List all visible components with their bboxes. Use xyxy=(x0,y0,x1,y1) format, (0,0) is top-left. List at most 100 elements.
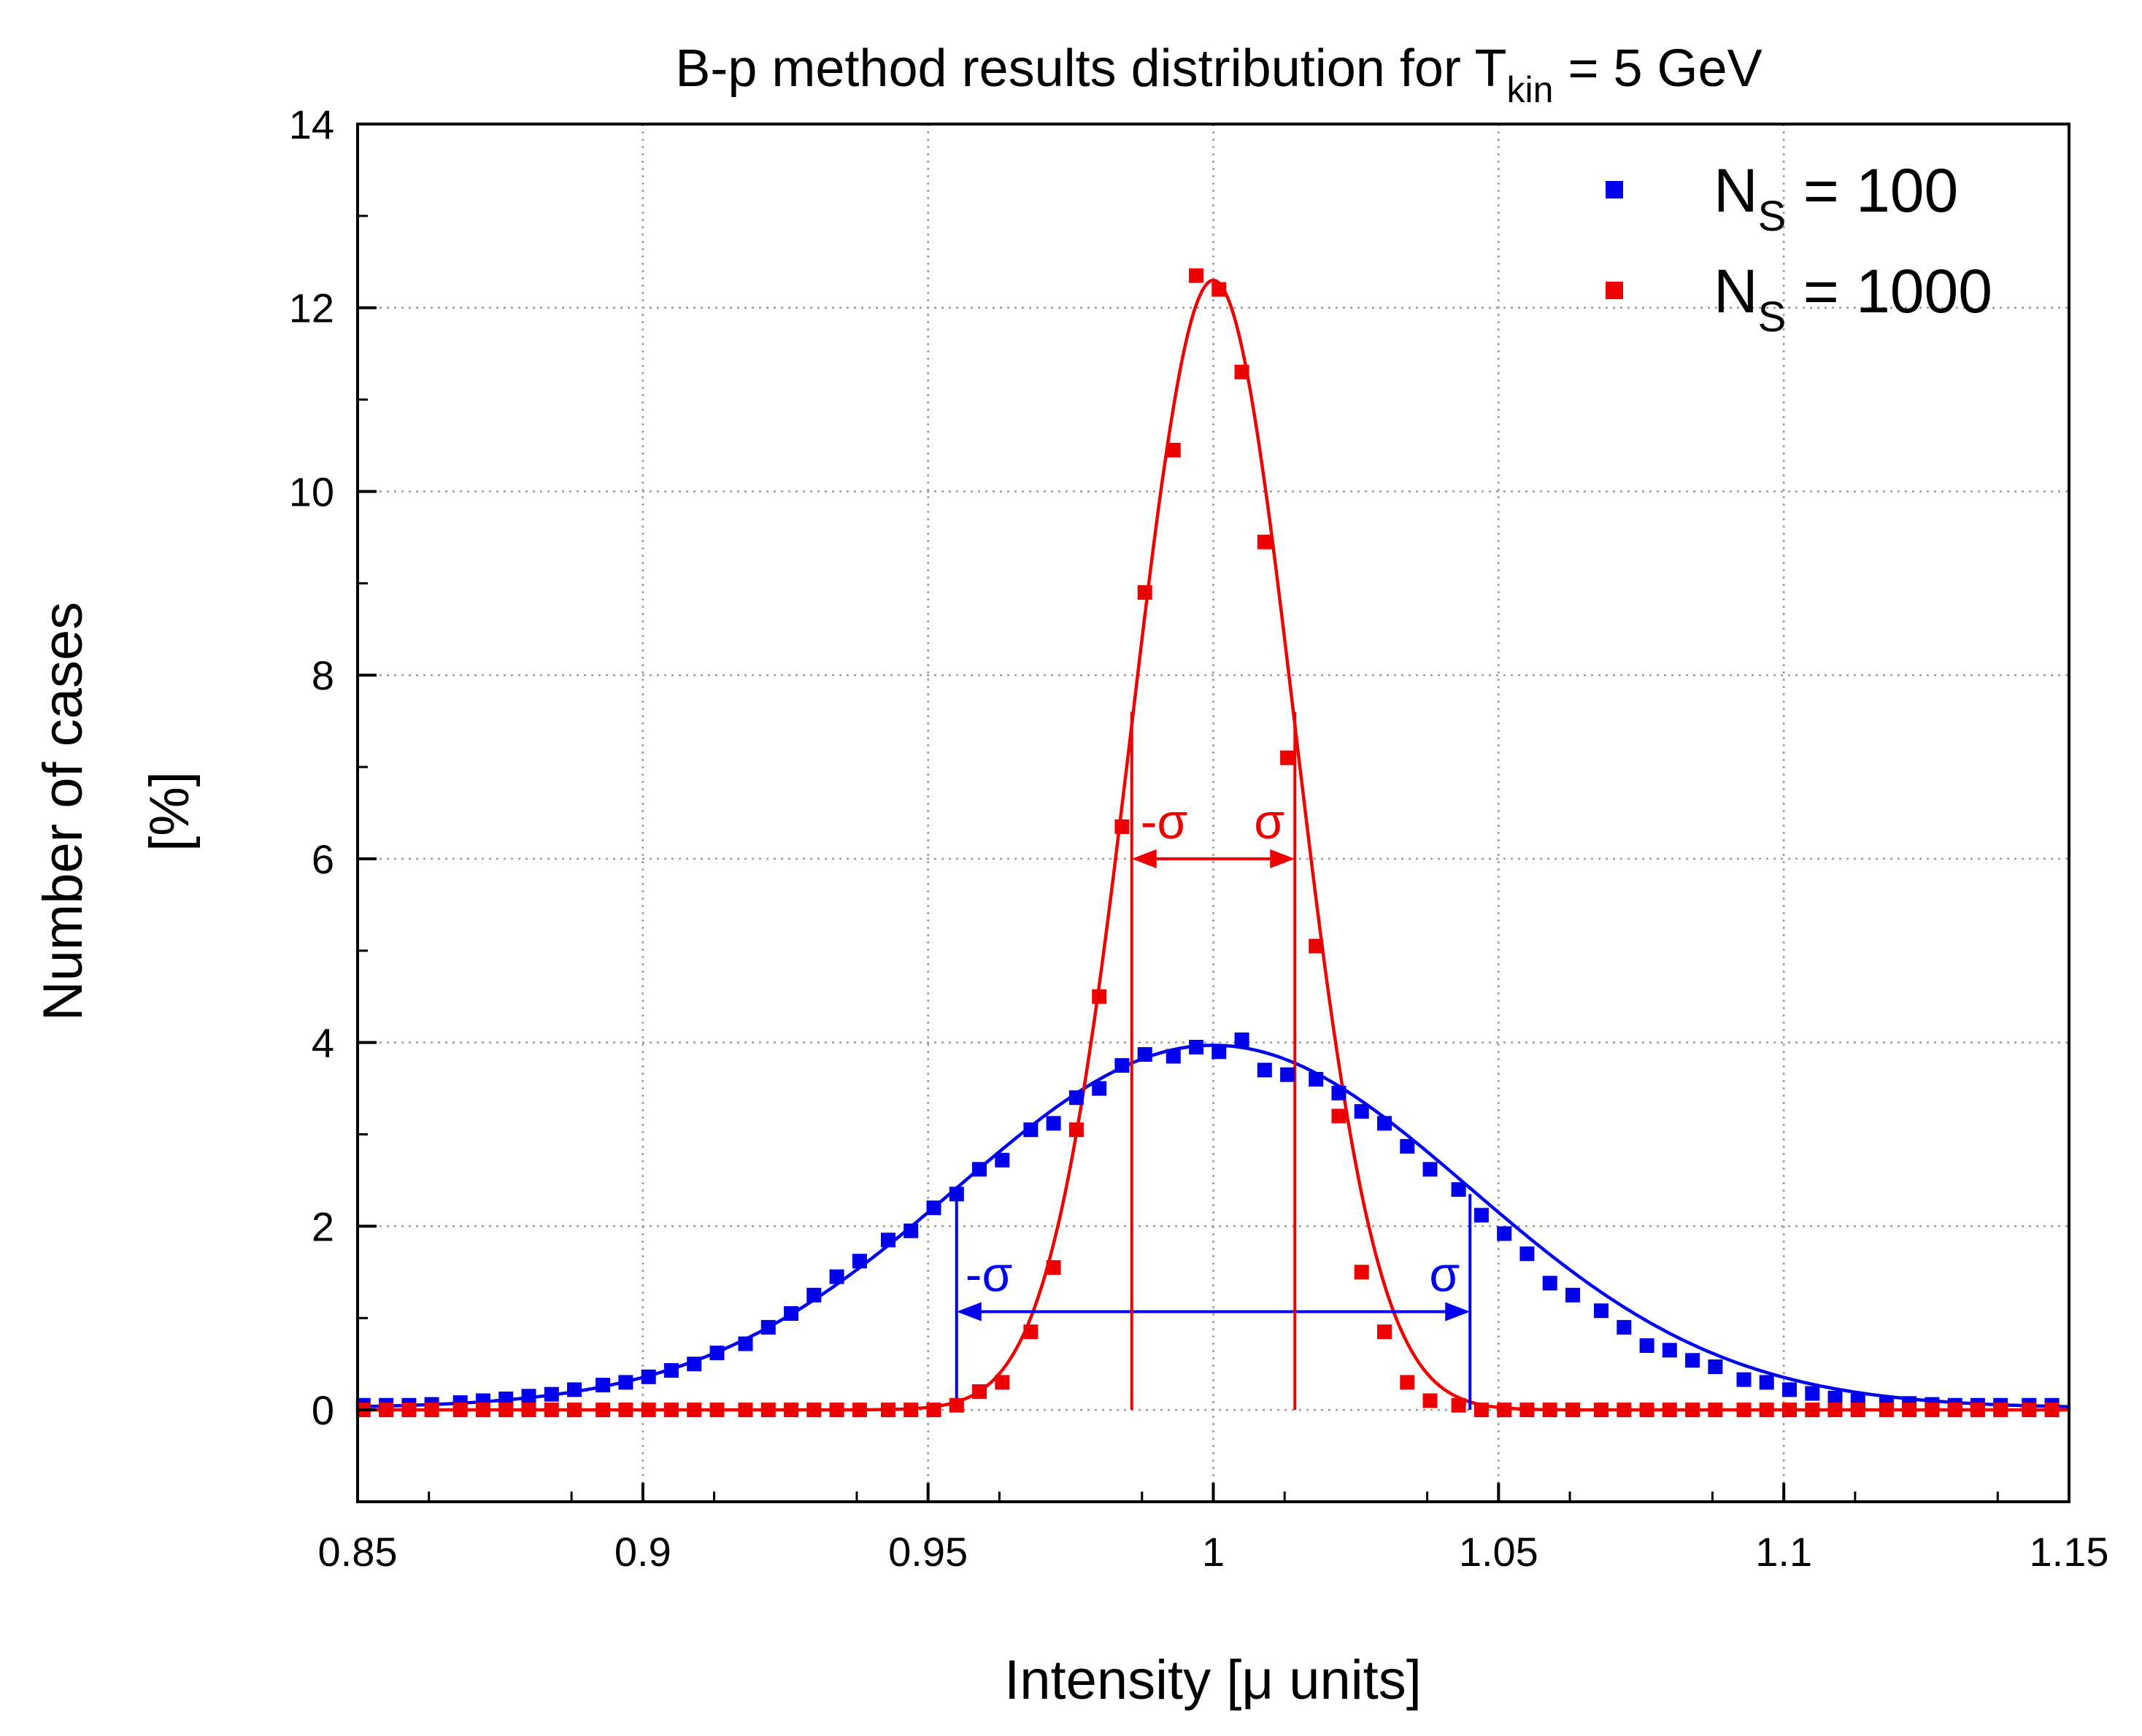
legend-ns100-rest: = 100 xyxy=(1786,156,1958,225)
data-point-series-1 xyxy=(567,1403,582,1418)
data-point-series-1 xyxy=(401,1403,417,1418)
data-point-series-1 xyxy=(1377,1324,1392,1340)
data-point-series-1 xyxy=(904,1403,919,1418)
data-point-series-1 xyxy=(1257,534,1272,549)
sigma-arrowhead-right-series-0 xyxy=(1445,1302,1471,1322)
data-point-series-1 xyxy=(1354,1265,1369,1280)
data-point-series-1 xyxy=(1639,1403,1654,1418)
data-point-series-0 xyxy=(567,1382,582,1397)
data-point-series-0 xyxy=(995,1152,1010,1168)
y-tick-label: 10 xyxy=(289,468,334,514)
data-point-series-1 xyxy=(738,1403,753,1418)
data-point-series-0 xyxy=(738,1336,753,1351)
data-point-series-0 xyxy=(1759,1375,1774,1390)
sigma-arrowhead-right-series-1 xyxy=(1270,849,1295,868)
data-point-series-1 xyxy=(1400,1375,1415,1390)
data-point-series-1 xyxy=(498,1403,514,1418)
data-point-series-1 xyxy=(760,1403,776,1418)
data-point-series-1 xyxy=(1947,1403,1962,1418)
data-point-series-1 xyxy=(926,1403,941,1418)
data-point-series-1 xyxy=(1473,1403,1489,1418)
y-tick-label: 6 xyxy=(312,836,334,882)
data-point-series-1 xyxy=(687,1403,702,1418)
data-point-series-0 xyxy=(663,1363,679,1378)
data-point-series-0 xyxy=(1473,1208,1489,1223)
data-point-series-1 xyxy=(1280,750,1295,765)
legend-marker-ns100 xyxy=(1606,181,1623,198)
data-point-series-0 xyxy=(1211,1044,1227,1060)
data-point-series-1 xyxy=(452,1403,468,1418)
data-point-series-1 xyxy=(1451,1397,1466,1413)
data-point-series-0 xyxy=(1092,1081,1107,1096)
y-tick-label: 12 xyxy=(289,285,334,331)
data-points xyxy=(355,268,2060,1418)
data-point-series-1 xyxy=(1497,1403,1512,1418)
data-point-series-1 xyxy=(972,1384,987,1399)
data-point-series-1 xyxy=(1565,1403,1580,1418)
data-point-series-0 xyxy=(1189,1040,1204,1054)
data-point-series-0 xyxy=(1542,1276,1557,1291)
legend-ns100-sub: S xyxy=(1758,193,1787,240)
data-point-series-0 xyxy=(972,1162,987,1177)
data-point-series-1 xyxy=(1827,1403,1843,1418)
data-point-series-1 xyxy=(1617,1403,1632,1418)
data-point-series-1 xyxy=(1993,1403,2008,1418)
data-point-series-1 xyxy=(1519,1403,1535,1418)
data-point-series-1 xyxy=(1925,1403,1940,1418)
data-point-series-0 xyxy=(1782,1382,1797,1397)
data-point-series-0 xyxy=(1046,1116,1061,1131)
legend: NS = 100 NS = 1000 xyxy=(1606,156,1992,341)
data-point-series-0 xyxy=(1708,1359,1723,1374)
data-point-series-1 xyxy=(806,1403,822,1418)
x-tick-label: 0.9 xyxy=(615,1529,671,1575)
y-tick-label: 2 xyxy=(312,1203,334,1249)
legend-ns100-main: N xyxy=(1714,156,1758,225)
data-point-series-1 xyxy=(424,1403,439,1418)
data-point-series-1 xyxy=(784,1403,799,1418)
data-point-series-0 xyxy=(618,1375,633,1390)
data-point-series-0 xyxy=(1137,1047,1152,1062)
minus-sigma-label-series-0: -σ xyxy=(966,1246,1013,1302)
data-point-series-0 xyxy=(1114,1058,1130,1073)
data-point-series-0 xyxy=(1617,1319,1632,1335)
data-point-series-1 xyxy=(1594,1403,1609,1418)
data-point-series-1 xyxy=(1023,1324,1039,1340)
data-point-series-1 xyxy=(1189,268,1204,283)
data-point-series-1 xyxy=(1092,989,1107,1004)
data-point-series-1 xyxy=(709,1403,725,1418)
data-point-series-1 xyxy=(829,1403,844,1418)
y-tick-label: 8 xyxy=(312,652,334,698)
data-point-series-1 xyxy=(1422,1393,1438,1408)
data-point-series-0 xyxy=(1805,1386,1820,1401)
data-point-series-1 xyxy=(1759,1403,1774,1418)
data-point-series-1 xyxy=(1234,364,1249,379)
data-point-series-0 xyxy=(1827,1390,1843,1405)
chart-title-prefix: B-p method results distribution for T xyxy=(675,39,1506,98)
grid xyxy=(358,124,2069,1502)
data-point-series-1 xyxy=(1046,1260,1061,1275)
data-point-series-0 xyxy=(1400,1138,1415,1154)
data-point-series-0 xyxy=(806,1287,822,1303)
data-point-series-1 xyxy=(1805,1403,1820,1418)
data-point-series-1 xyxy=(881,1403,895,1418)
legend-ns1000-rest: = 1000 xyxy=(1786,257,1992,325)
data-point-series-1 xyxy=(1542,1403,1557,1418)
data-point-series-1 xyxy=(1137,585,1152,600)
data-point-series-1 xyxy=(1850,1403,1865,1418)
data-point-series-0 xyxy=(1257,1062,1272,1078)
data-point-series-0 xyxy=(1594,1303,1609,1319)
data-point-series-1 xyxy=(544,1403,559,1418)
data-point-series-1 xyxy=(1309,938,1324,954)
legend-label-ns1000: NS = 1000 xyxy=(1714,257,1992,341)
data-point-series-0 xyxy=(596,1378,611,1393)
data-point-series-0 xyxy=(521,1389,536,1404)
data-point-series-1 xyxy=(1970,1403,1985,1418)
data-point-series-0 xyxy=(544,1386,559,1402)
legend-label-ns100: NS = 100 xyxy=(1714,156,1958,240)
y-axis-title-line1: Number of cases xyxy=(32,602,94,1021)
y-tick-label: 4 xyxy=(312,1020,334,1066)
sigma-arrowhead-left-series-1 xyxy=(1131,849,1157,868)
x-tick-label: 1.15 xyxy=(2030,1529,2109,1575)
data-point-series-1 xyxy=(1879,1403,1894,1418)
data-point-series-1 xyxy=(1685,1403,1700,1418)
